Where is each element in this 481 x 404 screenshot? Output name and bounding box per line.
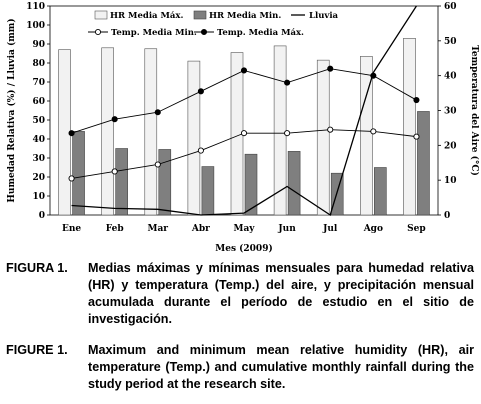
right-axis-label: Temperatura del Aire (°C) bbox=[469, 45, 480, 176]
temp-min-point bbox=[240, 130, 248, 137]
hr-max-bar bbox=[273, 45, 287, 216]
legend-label-rain: Lluvia bbox=[309, 11, 339, 21]
left-tick-label: 0 bbox=[39, 211, 45, 221]
hr-min-bar bbox=[158, 149, 172, 216]
temp-min-point bbox=[327, 126, 334, 133]
left-axis-label: Humedad Relativa (%) / Lluvia (mm) bbox=[6, 18, 17, 202]
caption-english: FIGURE 1. Maximum and minimum mean relat… bbox=[6, 342, 474, 393]
series-lines bbox=[68, 5, 420, 217]
legend-label-hr-max: HR Media Máx. bbox=[110, 10, 183, 21]
legend-label-temp-max: Temp. Media Máx. bbox=[217, 27, 304, 38]
left-tick-label: 50 bbox=[32, 116, 45, 126]
caption-spanish-text: Medias máximas y mínimas mensuales para … bbox=[88, 261, 474, 326]
caption-english-text: Maximum and minimum mean relative humidi… bbox=[88, 343, 474, 391]
temp-min-point bbox=[154, 161, 161, 168]
temp-min-point bbox=[197, 147, 204, 154]
temp-min-point bbox=[111, 168, 118, 175]
right-tick-label: 50 bbox=[444, 37, 457, 47]
hr-min-bar bbox=[201, 166, 215, 216]
temp-min-point bbox=[370, 128, 377, 135]
legend-marker-temp-min bbox=[94, 28, 102, 36]
x-tick-label: Jun bbox=[277, 224, 296, 234]
left-tick-label: 30 bbox=[32, 154, 45, 164]
left-tick-label: 40 bbox=[32, 135, 45, 145]
left-tick-label: 10 bbox=[32, 192, 45, 202]
legend-swatch-hr-max bbox=[94, 10, 108, 20]
left-tick-label: 70 bbox=[32, 78, 45, 88]
right-tick-label: 40 bbox=[444, 72, 457, 82]
x-tick-label: Ago bbox=[363, 224, 383, 234]
temp-max-point bbox=[154, 109, 161, 116]
temp-min-point bbox=[284, 130, 291, 137]
left-tick-label: 60 bbox=[32, 97, 45, 107]
temp-max-point bbox=[240, 67, 248, 74]
hr-max-bar bbox=[187, 60, 201, 216]
temp-min-point bbox=[413, 133, 420, 140]
right-axis-ticks: 0 10 20 30 40 50 60 bbox=[438, 2, 457, 221]
caption-english-label: FIGURE 1. bbox=[6, 343, 68, 357]
hr-max-bar bbox=[101, 47, 114, 216]
left-tick-label: 80 bbox=[32, 59, 45, 69]
temp-min-point bbox=[68, 175, 75, 182]
hr-max-bar bbox=[144, 48, 158, 216]
left-tick-label: 90 bbox=[32, 40, 45, 50]
temp-max-point bbox=[284, 79, 291, 86]
caption-spanish-label: FIGURA 1. bbox=[6, 261, 68, 275]
hr-max-bar bbox=[360, 56, 373, 216]
left-tick-label: 20 bbox=[32, 173, 45, 183]
hr-min-bar bbox=[287, 151, 301, 216]
x-tick-label: Abr bbox=[191, 224, 210, 234]
hr-min-bar bbox=[374, 167, 387, 216]
legend-label-hr-min: HR Media Min. bbox=[209, 11, 281, 21]
left-axis-ticks: 0 10 20 30 40 50 60 70 80 90 100 110 bbox=[26, 2, 50, 221]
right-tick-label: 30 bbox=[444, 107, 457, 117]
left-tick-label: 110 bbox=[26, 2, 45, 12]
right-tick-label: 0 bbox=[444, 211, 450, 221]
temp-max-point bbox=[68, 130, 75, 137]
x-axis-label: Mes (2009) bbox=[215, 243, 272, 254]
hr-max-bar bbox=[403, 37, 416, 216]
x-tick-label: Feb bbox=[106, 224, 124, 234]
x-tick-label: Ene bbox=[62, 224, 81, 234]
right-tick-label: 60 bbox=[444, 2, 457, 12]
legend-swatch-hr-min bbox=[193, 10, 207, 20]
hr-min-bar bbox=[115, 148, 128, 216]
x-tick-label: May bbox=[233, 224, 255, 234]
right-tick-label: 10 bbox=[444, 176, 457, 186]
temp-max-point bbox=[370, 72, 377, 79]
x-tick-label: Mar bbox=[148, 224, 169, 234]
rain-line bbox=[71, 5, 417, 217]
right-tick-label: 20 bbox=[444, 141, 457, 151]
hr-max-bars bbox=[58, 37, 416, 216]
x-tick-label: Sep bbox=[407, 224, 426, 234]
legend-label-temp-min: Temp. Media Min. bbox=[111, 28, 197, 38]
temp-max-point bbox=[197, 88, 204, 95]
legend: HR Media Máx. HR Media Min. Lluvia Temp. Me… bbox=[88, 10, 339, 38]
hr-min-bar bbox=[244, 153, 258, 216]
hr-max-bar bbox=[316, 59, 330, 216]
hr-min-bar bbox=[72, 131, 85, 216]
x-tick-label: Jul bbox=[322, 224, 338, 234]
hr-min-bars bbox=[72, 111, 430, 216]
left-tick-label: 100 bbox=[26, 21, 45, 31]
hr-min-bar bbox=[417, 111, 430, 216]
x-axis-ticks: Ene Feb Mar Abr May Jun Jul Ago Sep bbox=[62, 224, 426, 234]
temp-max-point bbox=[413, 97, 420, 104]
temp-max-point bbox=[327, 65, 334, 72]
caption-spanish: FIGURA 1. Medias máximas y mínimas mensu… bbox=[6, 260, 474, 328]
legend-marker-temp-max bbox=[200, 28, 208, 36]
temp-max-point bbox=[111, 116, 118, 123]
